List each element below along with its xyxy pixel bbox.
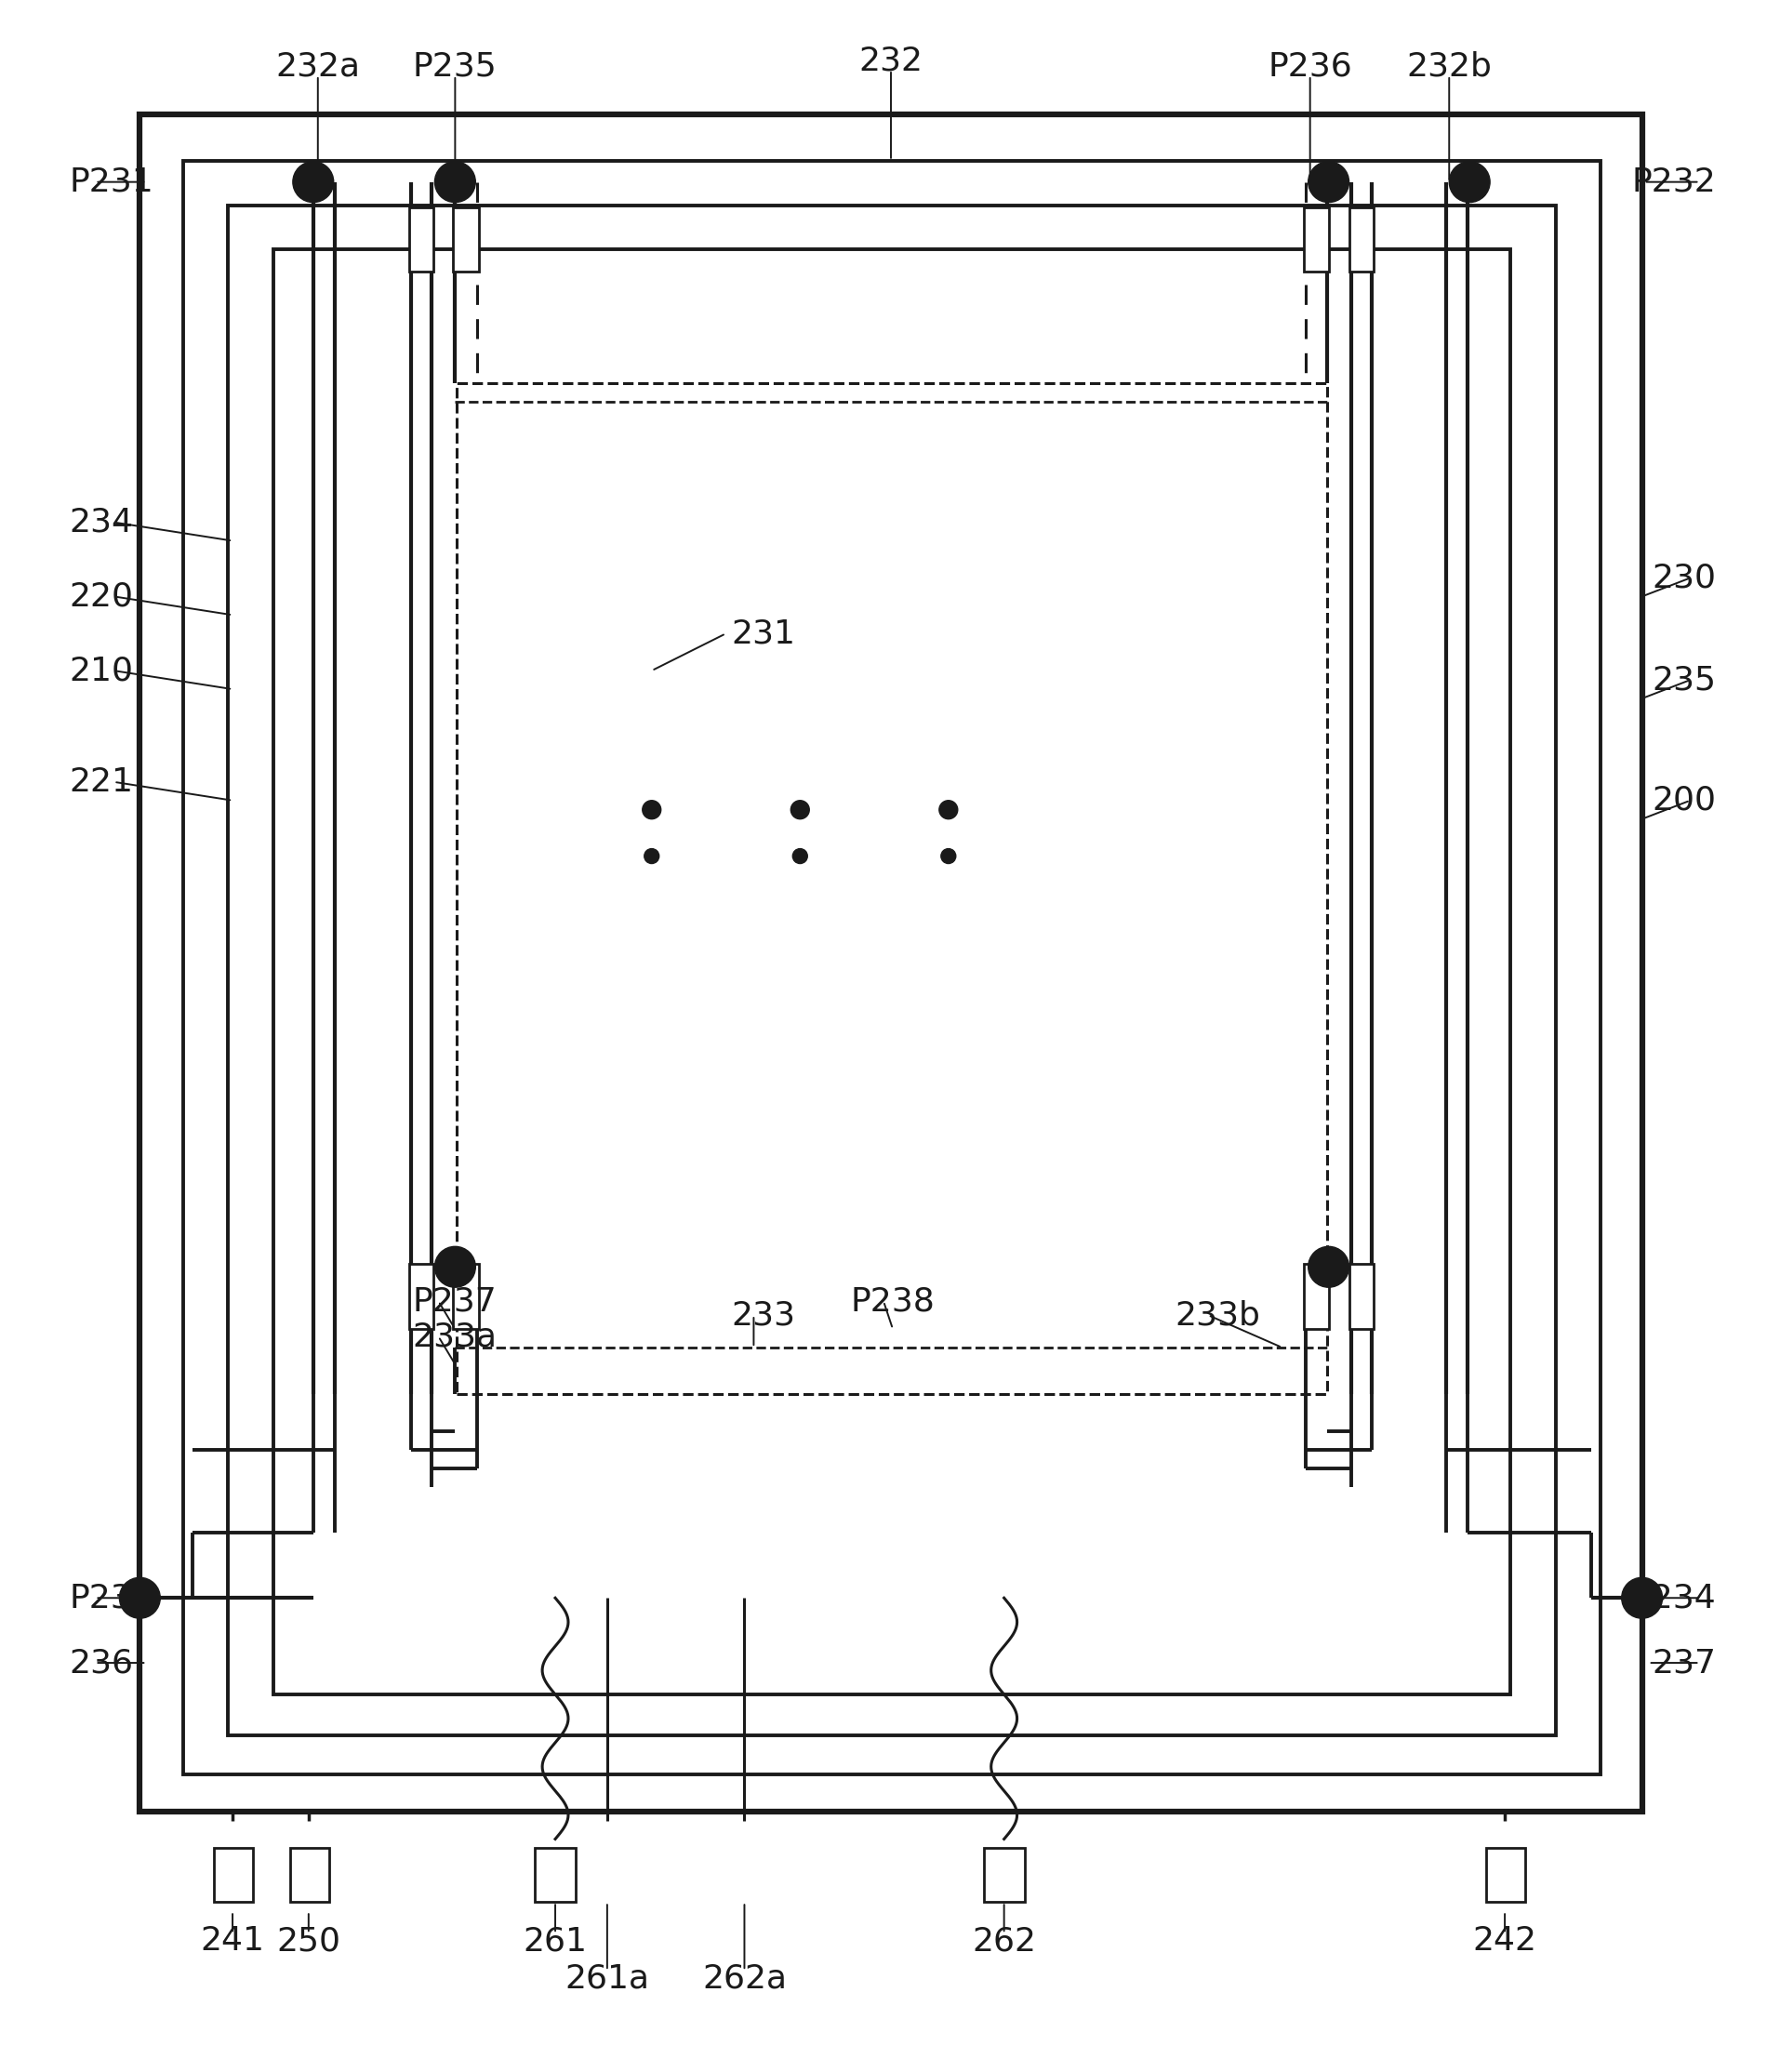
Text: 232: 232 [858, 46, 922, 77]
Text: 221: 221 [69, 767, 134, 798]
Circle shape [940, 850, 956, 864]
Text: 233a: 233a [413, 1320, 497, 1353]
Text: 237: 237 [1652, 1647, 1716, 1678]
Bar [409, 207, 434, 271]
Text: P235: P235 [413, 50, 497, 83]
Bar [1303, 1264, 1328, 1328]
Text: P238: P238 [851, 1285, 934, 1318]
Bar [1347, 207, 1374, 271]
Text: 220: 220 [69, 580, 134, 613]
Circle shape [434, 162, 475, 203]
Circle shape [644, 850, 659, 864]
Text: 232b: 232b [1406, 50, 1492, 83]
Circle shape [119, 1577, 160, 1618]
Text: P236: P236 [1267, 50, 1351, 83]
Text: 236: 236 [69, 1647, 134, 1678]
Text: 262: 262 [972, 1925, 1036, 1956]
Circle shape [1622, 1577, 1661, 1618]
Text: 262a: 262a [701, 1962, 787, 1993]
Bar [141, 114, 1641, 1811]
Circle shape [790, 800, 808, 818]
Bar [454, 1264, 479, 1328]
Text: 235: 235 [1652, 665, 1716, 696]
Circle shape [792, 850, 806, 864]
Bar [1486, 1848, 1524, 1902]
Circle shape [1308, 1247, 1347, 1287]
Text: 200: 200 [1652, 785, 1716, 816]
Text: 231: 231 [730, 617, 794, 649]
Bar [1347, 1264, 1374, 1328]
Circle shape [1308, 162, 1347, 203]
Circle shape [292, 162, 333, 203]
Bar [272, 249, 1509, 1695]
Text: P237: P237 [413, 1285, 497, 1318]
Text: P232: P232 [1630, 166, 1716, 197]
Bar [290, 1848, 329, 1902]
Text: P231: P231 [69, 166, 153, 197]
Text: 250: 250 [276, 1925, 340, 1956]
Circle shape [1449, 162, 1490, 203]
Bar [214, 1848, 253, 1902]
Circle shape [434, 1247, 475, 1287]
Text: 261a: 261a [564, 1962, 650, 1993]
Text: 261: 261 [523, 1925, 587, 1956]
Bar [1303, 207, 1328, 271]
Text: 232a: 232a [276, 50, 360, 83]
Text: 230: 230 [1652, 562, 1716, 595]
Text: 210: 210 [69, 655, 134, 686]
Circle shape [938, 800, 958, 818]
Bar [228, 205, 1556, 1734]
Bar [183, 162, 1600, 1774]
Text: 241: 241 [201, 1925, 265, 1956]
Text: 233b: 233b [1175, 1299, 1260, 1330]
Bar [457, 383, 1326, 1394]
Bar [454, 207, 479, 271]
Text: 233: 233 [730, 1299, 794, 1330]
Text: 242: 242 [1472, 1925, 1536, 1956]
Circle shape [643, 800, 660, 818]
Text: 234: 234 [69, 506, 134, 539]
Bar [983, 1848, 1024, 1902]
Text: P233: P233 [69, 1583, 153, 1614]
Text: P234: P234 [1630, 1583, 1716, 1614]
Bar [534, 1848, 575, 1902]
Bar [409, 1264, 434, 1328]
